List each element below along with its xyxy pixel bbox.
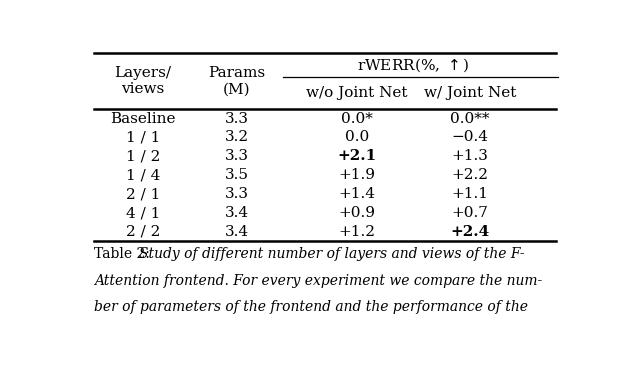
Text: +1.9: +1.9: [339, 168, 375, 182]
Text: +2.2: +2.2: [451, 168, 488, 182]
Text: 2 / 2: 2 / 2: [126, 225, 160, 239]
Text: 0.0: 0.0: [345, 130, 369, 144]
Text: −0.4: −0.4: [451, 130, 488, 144]
Text: +2.1: +2.1: [337, 149, 377, 163]
Text: Baseline: Baseline: [110, 112, 176, 126]
Text: 1 / 2: 1 / 2: [126, 149, 160, 163]
Text: Params
(M): Params (M): [208, 66, 265, 96]
Text: +1.4: +1.4: [339, 187, 375, 201]
Text: ber of parameters of the frontend and the performance of the: ber of parameters of the frontend and th…: [94, 300, 528, 314]
Text: 0.0**: 0.0**: [450, 112, 489, 126]
Text: 3.4: 3.4: [224, 206, 249, 220]
Text: +2.4: +2.4: [450, 225, 489, 239]
Text: +1.1: +1.1: [451, 187, 488, 201]
Text: Layers/
views: Layers/ views: [115, 66, 172, 96]
Text: rWERR(%, $\uparrow$): rWERR(%, $\uparrow$): [357, 56, 470, 74]
Text: 3.3: 3.3: [224, 112, 249, 126]
Text: 3.2: 3.2: [224, 130, 249, 144]
Text: w/ Joint Net: w/ Joint Net: [424, 86, 516, 100]
Text: Table 2:: Table 2:: [94, 247, 154, 261]
Text: +0.9: +0.9: [339, 206, 375, 220]
Text: 1 / 1: 1 / 1: [126, 130, 160, 144]
Text: 4 / 1: 4 / 1: [126, 206, 160, 220]
Text: 3.5: 3.5: [224, 168, 249, 182]
Text: 3.3: 3.3: [224, 149, 249, 163]
Text: +1.3: +1.3: [451, 149, 488, 163]
Text: +0.7: +0.7: [451, 206, 488, 220]
Text: 1 / 4: 1 / 4: [126, 168, 160, 182]
Text: 3.3: 3.3: [224, 187, 249, 201]
Text: Study of different number of layers and views of the F-: Study of different number of layers and …: [139, 247, 525, 261]
Text: 2 / 1: 2 / 1: [126, 187, 160, 201]
Text: 3.4: 3.4: [224, 225, 249, 239]
Text: w/o Joint Net: w/o Joint Net: [306, 86, 408, 100]
Text: +1.2: +1.2: [339, 225, 375, 239]
Text: Attention frontend. For every experiment we compare the num-: Attention frontend. For every experiment…: [94, 274, 542, 288]
Text: 0.0*: 0.0*: [341, 112, 373, 126]
